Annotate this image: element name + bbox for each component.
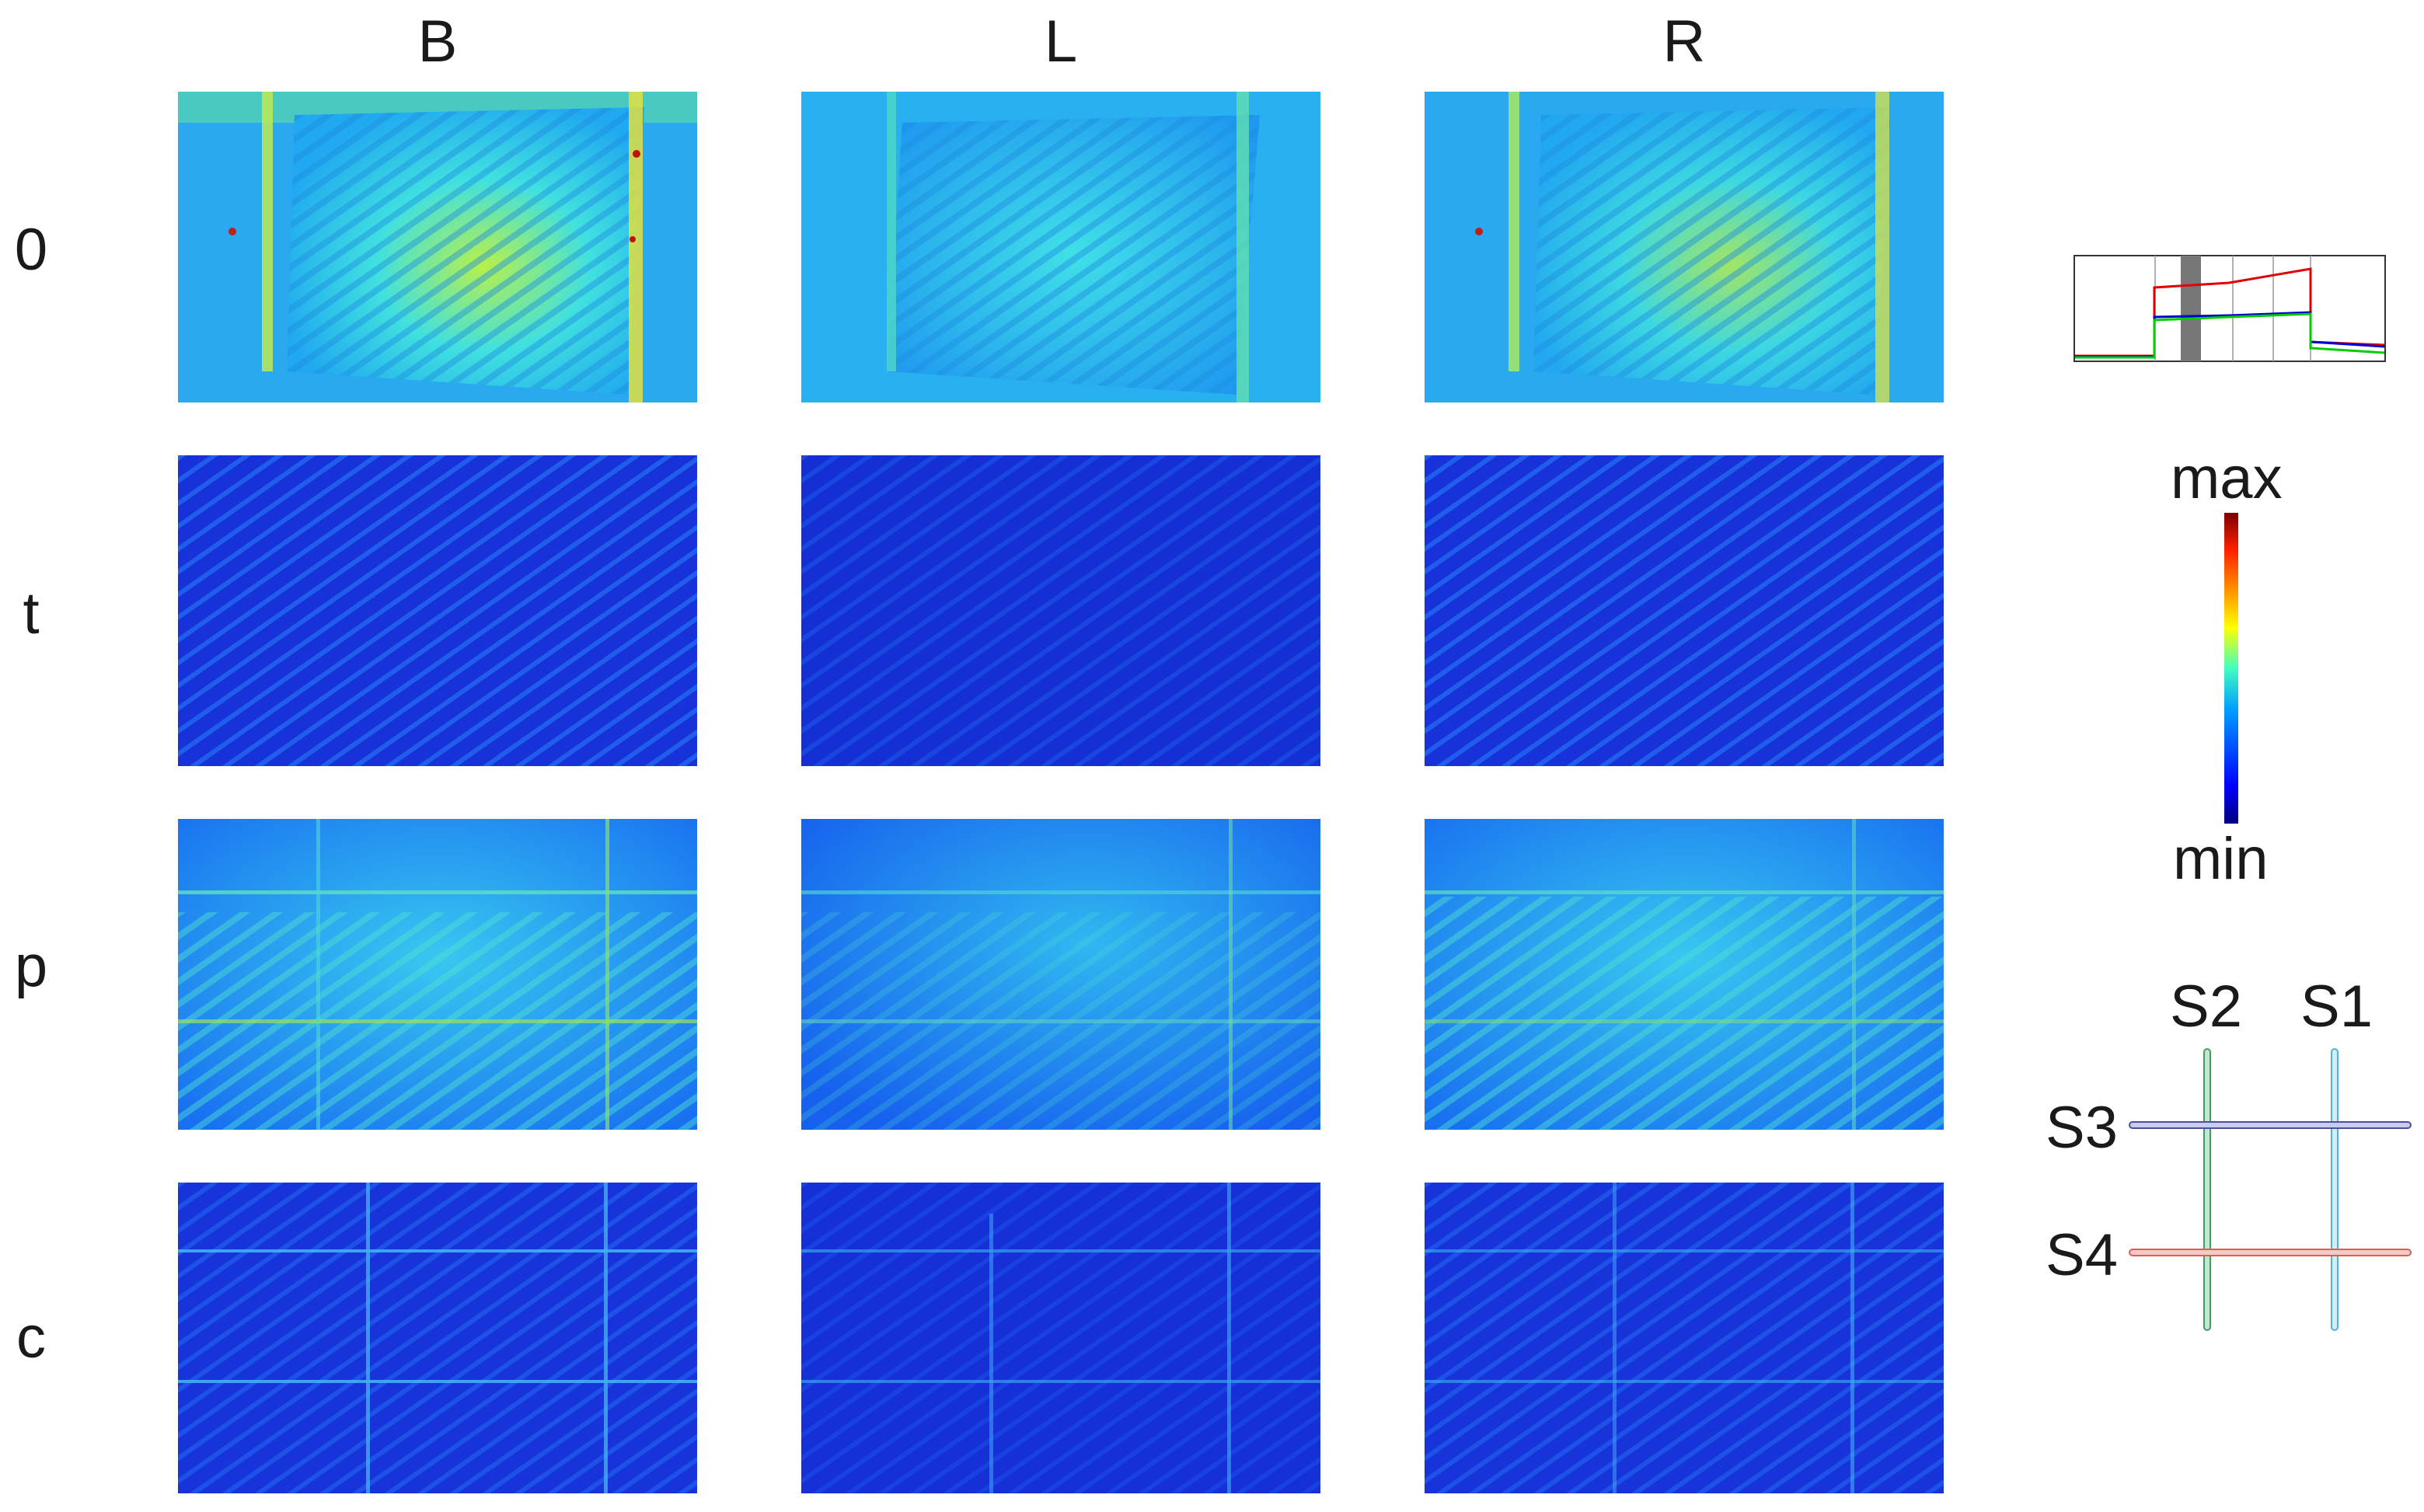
row-label-0: 0: [14, 217, 48, 283]
sensor-line-s1: [2331, 1048, 2339, 1331]
colorbar: [2224, 513, 2238, 824]
sensor-line-s4: [2129, 1249, 2412, 1256]
series-green: [2075, 312, 2385, 359]
panel-0-r: [1425, 92, 1944, 402]
row-label-p: p: [14, 933, 48, 999]
row-label-c: c: [16, 1305, 46, 1371]
sensor-label-s4: S4: [2046, 1222, 2118, 1288]
sensor-label-s3: S3: [2046, 1095, 2118, 1161]
panel-p-r: [1425, 819, 1944, 1130]
highlight-band: [2181, 256, 2201, 361]
panel-t-l: [801, 455, 1320, 766]
panel-c-l: [801, 1183, 1320, 1493]
panel-p-b: [178, 819, 697, 1130]
panel-c-r: [1425, 1183, 1944, 1493]
panel-0-b: [178, 92, 697, 402]
panel-0-l: [801, 92, 1320, 402]
sensor-line-s2: [2203, 1048, 2211, 1331]
panel-c-b: [178, 1183, 697, 1493]
sensor-line-s3: [2129, 1121, 2412, 1129]
panel-t-b: [178, 455, 697, 766]
sensor-layout-diagram: [2128, 1044, 2412, 1333]
panel-p-l: [801, 819, 1320, 1130]
colorbar-min-label: min: [2173, 826, 2269, 892]
colorbar-max-label: max: [2171, 445, 2283, 511]
panel-t-r: [1425, 455, 1944, 766]
column-label-l: L: [1044, 9, 1078, 75]
column-label-r: R: [1662, 9, 1706, 75]
sensor-label-s2: S2: [2170, 974, 2242, 1040]
column-label-b: B: [417, 9, 458, 75]
inset-signal-plot: [2073, 255, 2386, 362]
sensor-label-s1: S1: [2300, 974, 2373, 1040]
row-label-t: t: [23, 580, 40, 646]
